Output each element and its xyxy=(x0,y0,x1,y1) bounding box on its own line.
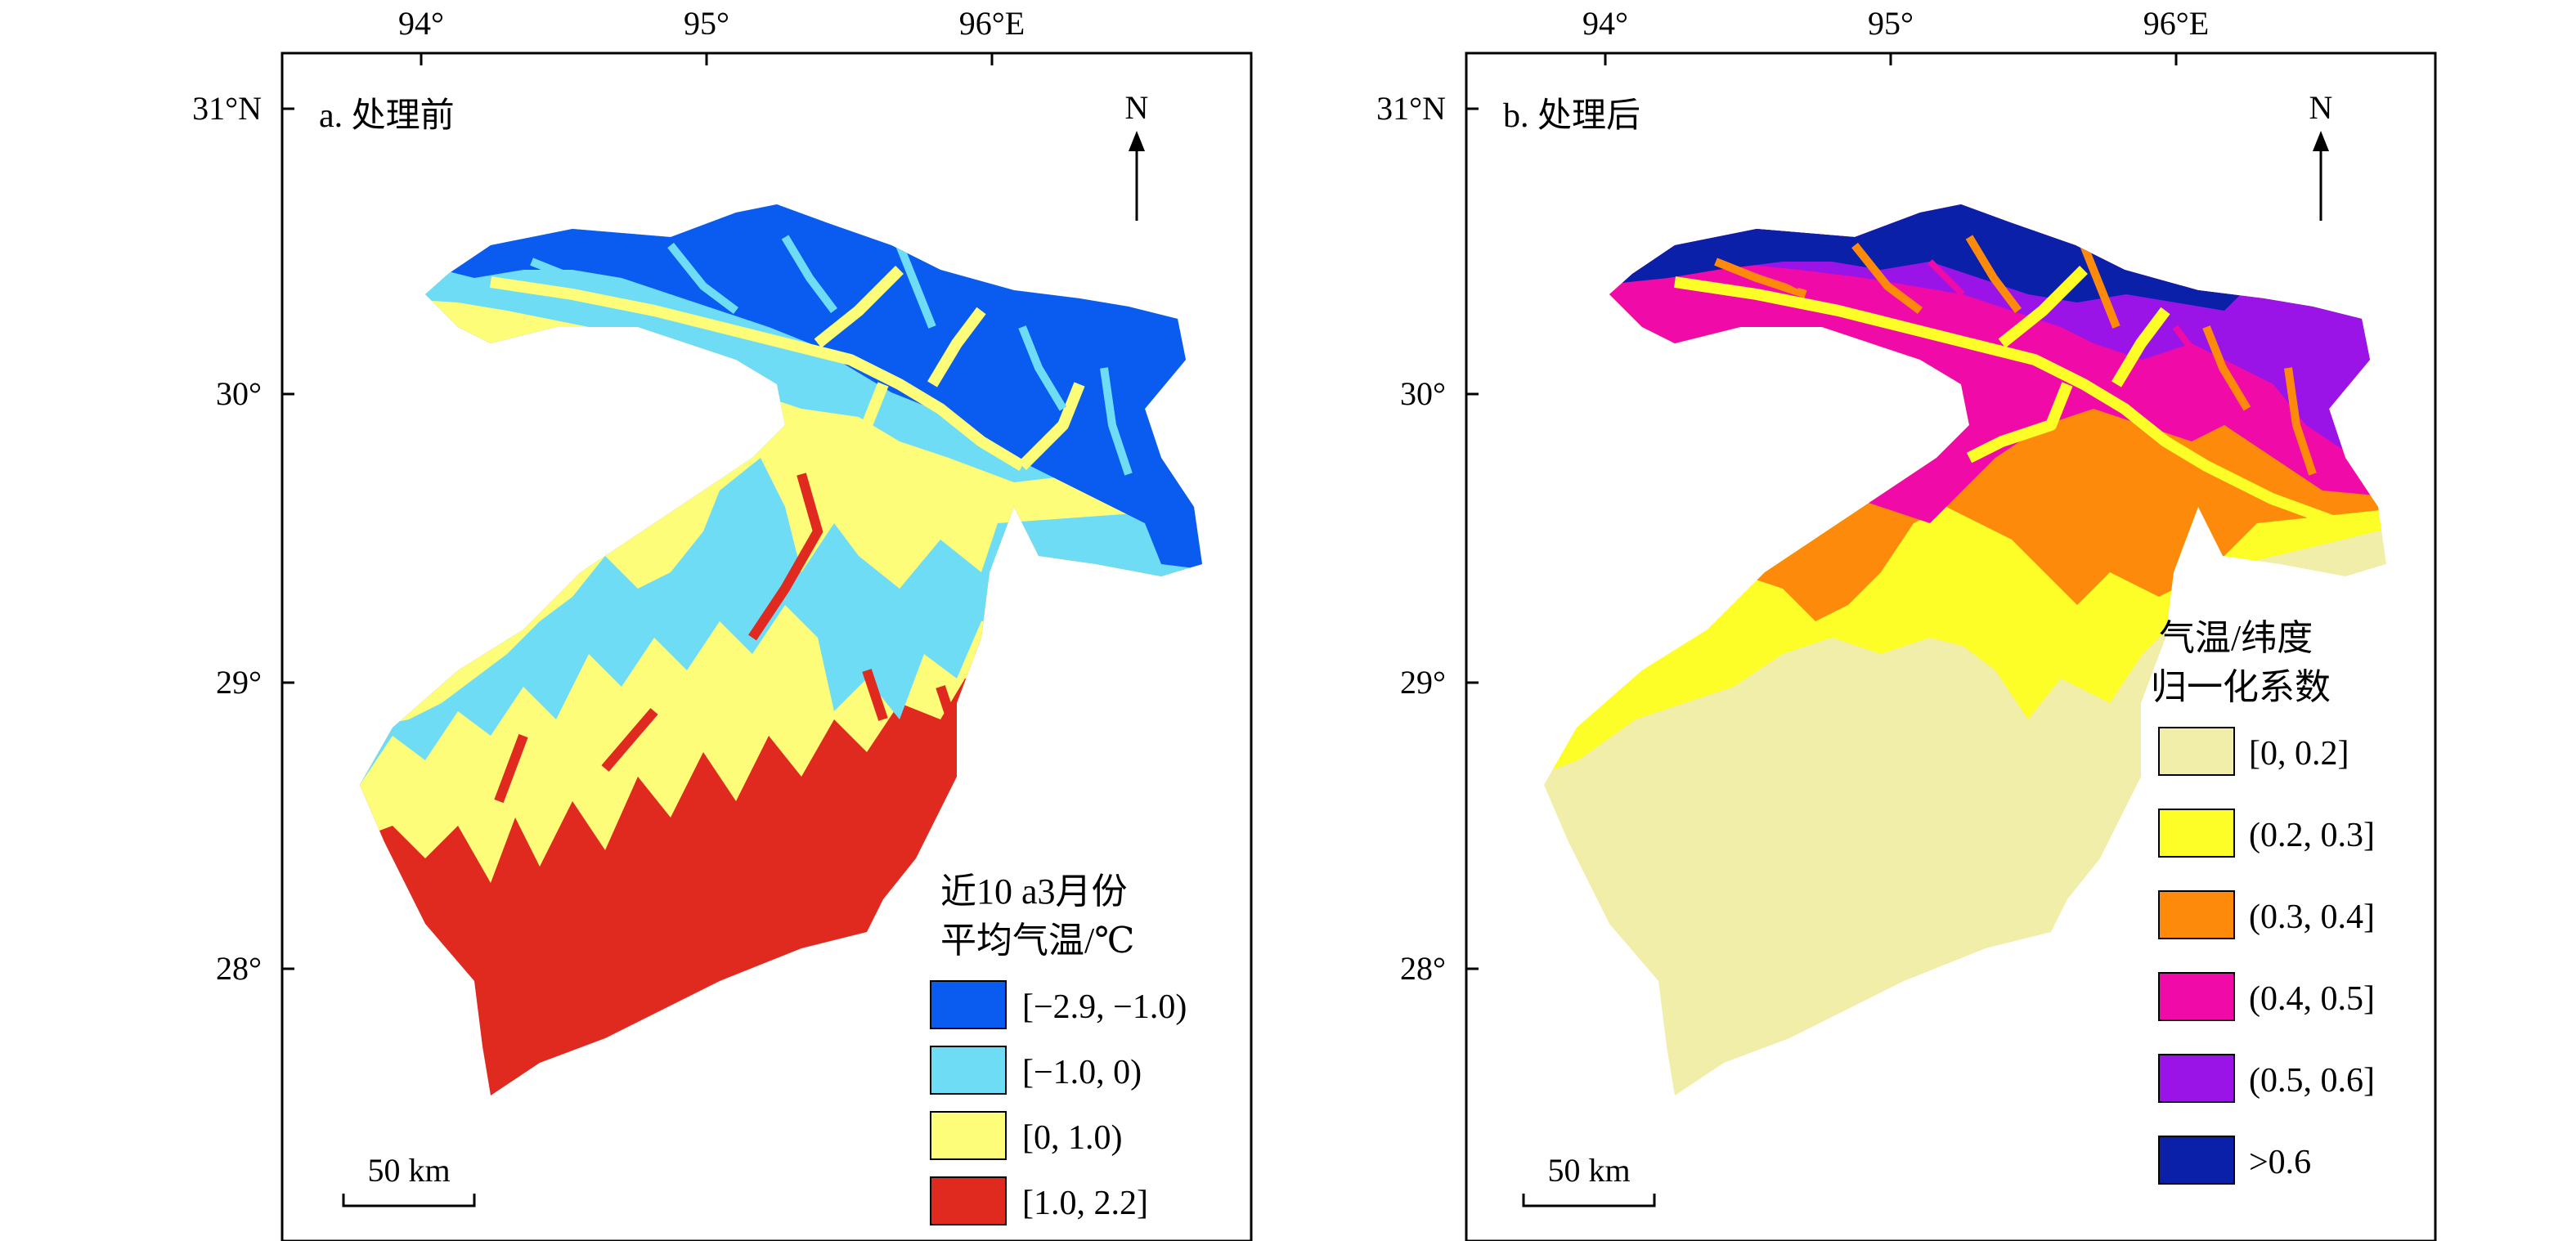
legend-a-item: [1.0, 2.2] xyxy=(930,1176,1148,1225)
legend-b-item: (0.3, 0.4] xyxy=(2158,890,2375,939)
svg-text:50 km: 50 km xyxy=(1547,1152,1630,1189)
lat-tick-31-b: 31°N xyxy=(1376,90,1446,127)
panel-a-title: a. 处理前 xyxy=(319,97,455,135)
legend-b-title-1: 气温/纬度 xyxy=(2159,618,2313,658)
lon-tick-96-b: 96°E xyxy=(2143,5,2209,42)
panel-a: 94° 95° 96°E 31°N 30° 29° 28° a. 处理前 N xyxy=(192,5,1253,1241)
scale-bar-b: 50 km xyxy=(1522,1152,1656,1207)
legend-a-item: [0, 1.0) xyxy=(930,1111,1122,1160)
scale-bar-a: 50 km xyxy=(342,1152,476,1207)
lon-tick-94-b: 94° xyxy=(1582,5,1628,42)
legend-a-item: [−1.0, 0) xyxy=(930,1046,1142,1095)
lon-tick-95-b: 95° xyxy=(1868,5,1914,42)
lat-tick-29-b: 29° xyxy=(1400,664,1446,701)
legend-b-item: (0.5, 0.6] xyxy=(2158,1054,2375,1103)
panel-a-lat-ticks xyxy=(282,107,294,970)
panel-b-lat-ticks xyxy=(1466,107,1479,970)
lon-tick-96-a: 96°E xyxy=(959,5,1025,42)
panel-a-lon-ticks xyxy=(420,53,994,65)
svg-text:(0.4, 0.5]: (0.4, 0.5] xyxy=(2249,980,2375,1018)
panel-b-title: b. 处理后 xyxy=(1503,97,1640,135)
lat-tick-31-a: 31°N xyxy=(192,90,262,127)
legend-a-title-2: 平均气温/℃ xyxy=(940,921,1134,961)
legend-b-item: [0, 0.2] xyxy=(2158,727,2349,776)
svg-text:50 km: 50 km xyxy=(367,1152,450,1189)
svg-text:[−1.0, 0): [−1.0, 0) xyxy=(1022,1054,1142,1091)
legend-b: 气温/纬度 归一化系数 [0, 0.2] (0.2, 0.3] (0.3, 0.… xyxy=(2151,618,2375,1185)
lat-tick-30-a: 30° xyxy=(216,375,262,412)
svg-text:(0.3, 0.4]: (0.3, 0.4] xyxy=(2249,898,2375,936)
svg-text:(0.2, 0.3]: (0.2, 0.3] xyxy=(2249,817,2375,854)
panel-b-lon-ticks xyxy=(1604,53,2178,65)
legend-b-item: (0.4, 0.5] xyxy=(2158,972,2375,1021)
legend-b-item: >0.6 xyxy=(2158,1136,2311,1185)
svg-text:[−2.9, −1.0): [−2.9, −1.0) xyxy=(1022,988,1187,1026)
legend-b-title-2: 归一化系数 xyxy=(2151,667,2331,707)
lon-tick-95-a: 95° xyxy=(684,5,729,42)
svg-text:[1.0, 2.2]: [1.0, 2.2] xyxy=(1022,1185,1148,1222)
svg-text:(0.5, 0.6]: (0.5, 0.6] xyxy=(2249,1062,2375,1100)
svg-text:>0.6: >0.6 xyxy=(2249,1144,2311,1181)
svg-text:N: N xyxy=(2309,89,2333,126)
lat-tick-30-b: 30° xyxy=(1400,375,1446,412)
legend-a-title-1: 近10 a3月份 xyxy=(940,871,1128,912)
svg-text:N: N xyxy=(1125,89,1149,126)
lat-tick-28-a: 28° xyxy=(216,950,262,987)
lat-tick-28-b: 28° xyxy=(1400,950,1446,987)
legend-a: 近10 a3月份 平均气温/℃ [−2.9, −1.0) [−1.0, 0) [… xyxy=(930,871,1187,1225)
svg-text:[0, 0.2]: [0, 0.2] xyxy=(2249,735,2349,773)
north-arrow-a: N xyxy=(1125,89,1149,221)
svg-text:[0, 1.0): [0, 1.0) xyxy=(1022,1119,1122,1157)
legend-a-item: [−2.9, −1.0) xyxy=(930,980,1187,1029)
north-arrow-b: N xyxy=(2309,89,2333,221)
lon-tick-94-a: 94° xyxy=(398,5,444,42)
legend-b-item: (0.2, 0.3] xyxy=(2158,809,2375,858)
panel-b: 94° 95° 96°E 31°N 30° 29° 28° b. 处理后 N xyxy=(1376,5,2437,1241)
lat-tick-29-a: 29° xyxy=(216,664,262,701)
